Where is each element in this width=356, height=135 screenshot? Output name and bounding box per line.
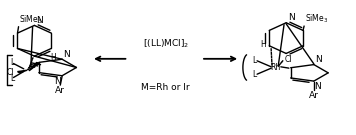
- Text: H: H: [50, 53, 56, 62]
- Text: N: N: [63, 50, 70, 59]
- Text: SiMe$_3$: SiMe$_3$: [19, 13, 43, 26]
- Text: N: N: [54, 77, 61, 86]
- Text: N: N: [315, 55, 322, 64]
- Text: [(LL)MCl]$_2$: [(LL)MCl]$_2$: [142, 37, 189, 50]
- Text: L: L: [252, 70, 257, 79]
- Text: H: H: [261, 40, 266, 49]
- Text: Cl: Cl: [284, 55, 292, 64]
- Text: L: L: [252, 56, 257, 65]
- Text: N: N: [36, 16, 43, 25]
- Text: SiMe$_3$: SiMe$_3$: [305, 13, 328, 25]
- Text: Ar: Ar: [56, 86, 65, 95]
- Text: Cl: Cl: [6, 68, 14, 77]
- Polygon shape: [17, 70, 27, 73]
- Polygon shape: [29, 63, 39, 71]
- Text: N: N: [315, 82, 321, 91]
- Text: N: N: [288, 13, 295, 22]
- Text: Ar: Ar: [309, 91, 319, 100]
- Text: Rh: Rh: [271, 63, 281, 72]
- Text: L: L: [10, 74, 14, 83]
- Text: L: L: [10, 58, 14, 67]
- Text: M=Rh or Ir: M=Rh or Ir: [141, 83, 190, 92]
